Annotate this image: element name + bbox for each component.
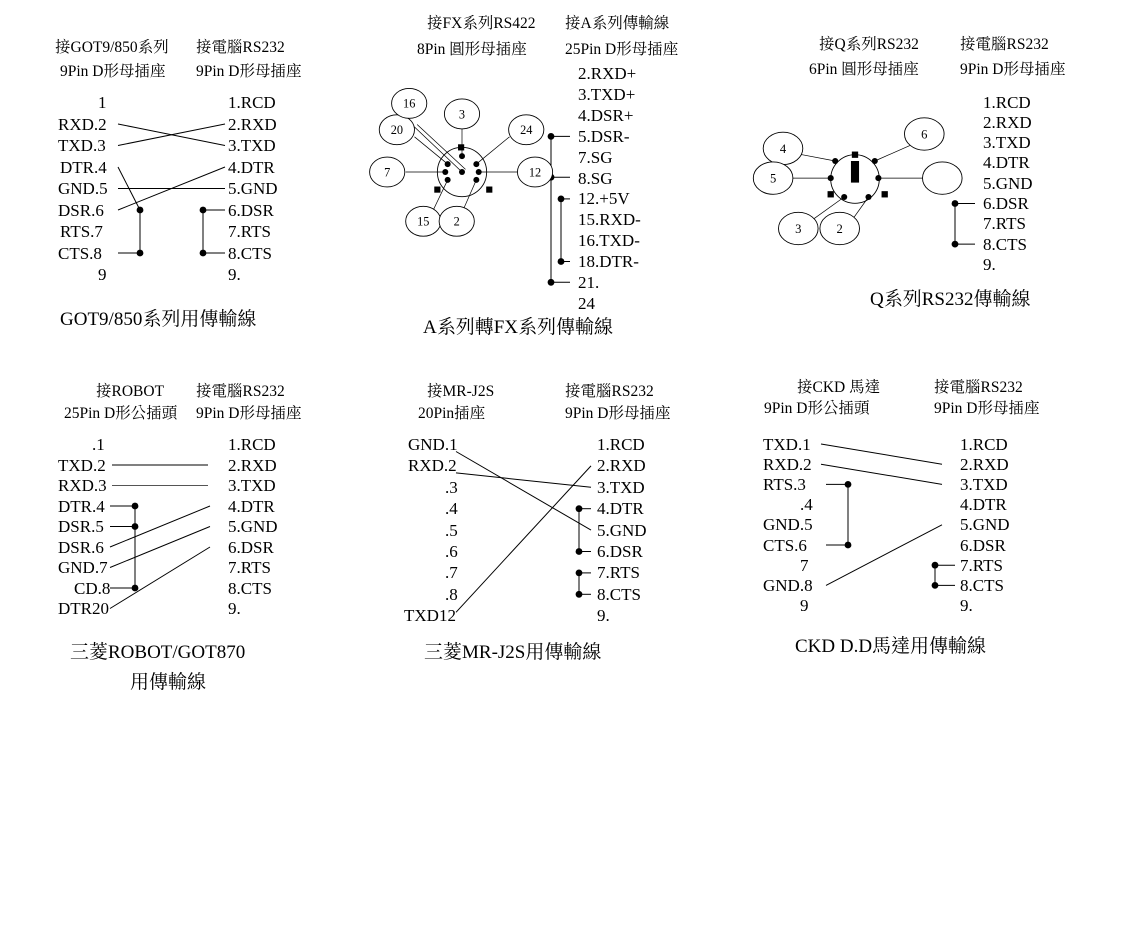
svg-text:6: 6 bbox=[921, 128, 927, 142]
svg-text:3: 3 bbox=[795, 222, 801, 236]
svg-text:4: 4 bbox=[780, 142, 787, 156]
svg-text:5: 5 bbox=[770, 172, 776, 186]
svg-text:2: 2 bbox=[837, 222, 843, 236]
